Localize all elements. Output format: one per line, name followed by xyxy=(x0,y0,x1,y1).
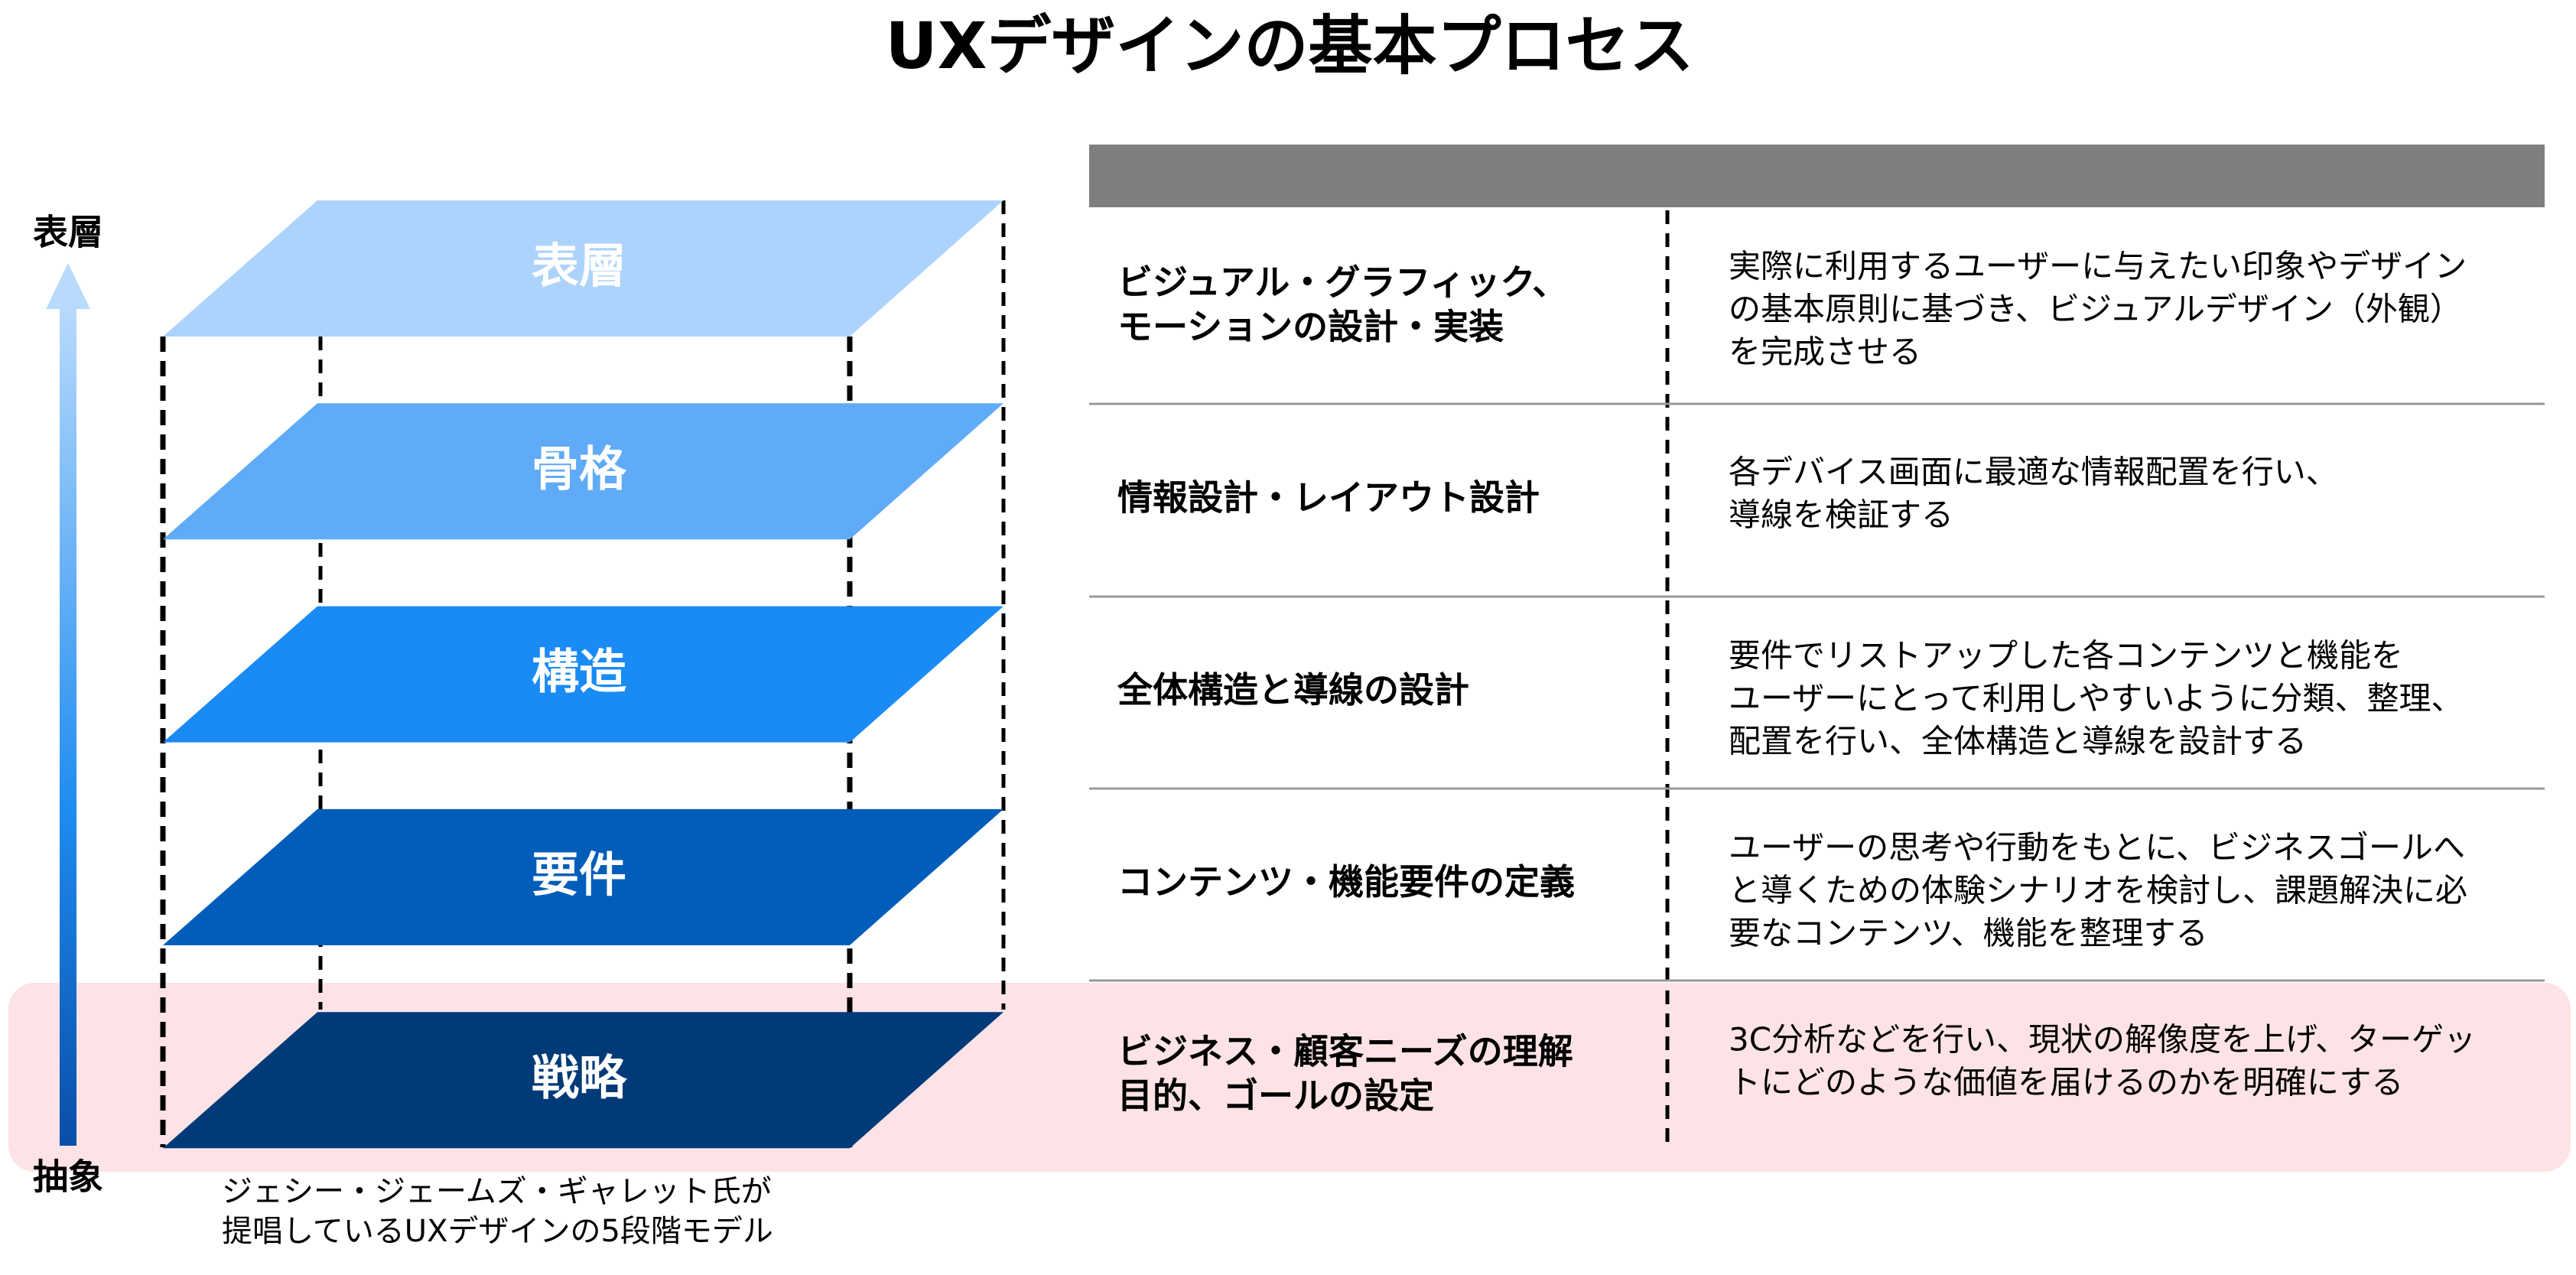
layer-label: 要件 xyxy=(532,847,626,903)
row-description: を完成させる xyxy=(1729,333,1921,371)
row-description: トにどのような価値を届けるのかを明確にする xyxy=(1729,1064,2403,1101)
row-description: の基本原則に基づき、ビジュアルデザイン（外観） xyxy=(1729,291,2462,328)
layer xyxy=(163,403,1003,540)
table: ビジュアル・グラフィック、モーションの設計・実装 実際に利用するユーザーに与えたい… xyxy=(1089,248,2545,1117)
row-description: と導くための体験シナリオを検討し、課題解決に必 xyxy=(1729,872,2467,909)
row-name: 全体構造と導線の設計 xyxy=(1117,669,1469,711)
row-name: ビジュアル・グラフィック、 xyxy=(1117,262,1567,303)
layer-label: 骨格 xyxy=(532,441,627,496)
row-name: ビジネス・顧客ニーズの理解 xyxy=(1117,1031,1573,1072)
row-description: 実際に利用するユーザーに与えたい印象やデザイン xyxy=(1729,248,2467,285)
arrow-shaft xyxy=(60,306,76,1146)
row-description: 要なコンテンツ、機能を整理する xyxy=(1729,915,2208,952)
arrow-head xyxy=(46,263,90,309)
row-name: 情報設計・レイアウト設計 xyxy=(1117,477,1540,519)
row-description: 各デバイス画面に最適な情報配置を行い、 xyxy=(1729,454,2338,491)
row-description: 配置を行い、全体構造と導線を設計する xyxy=(1729,723,2307,760)
caption-line: 提唱しているUXデザインの5段階モデル xyxy=(222,1214,773,1249)
row-description: 導線を検証する xyxy=(1729,496,1953,534)
row-name: 目的、ゴールの設定 xyxy=(1117,1075,1434,1117)
row-description: ユーザーの思考や行動をもとに、ビジネスゴールへ xyxy=(1729,829,2465,867)
caption-line: ジェシー・ジェームズ・ギャレット氏が xyxy=(222,1174,772,1209)
layer xyxy=(163,606,1003,743)
row-name: モーションの設計・実装 xyxy=(1117,306,1504,347)
layer xyxy=(163,1012,1003,1149)
layer xyxy=(163,808,1003,945)
layer xyxy=(163,200,1003,337)
row-name: コンテンツ・機能要件の定義 xyxy=(1117,861,1575,903)
axis-bottom-label: 抽象 xyxy=(33,1156,103,1198)
row-description: ユーザーにとって利用しやすいように分類、整理、 xyxy=(1729,680,2464,717)
row-description: 3C分析などを行い、現状の解像度を上げ、ターゲッ xyxy=(1729,1021,2476,1059)
title: UXデザインの基本プロセス xyxy=(886,8,1694,83)
layer-label: 表層 xyxy=(532,238,626,294)
row-description: 要件でリストアップした各コンテンツと機能を xyxy=(1729,637,2403,675)
layer-label: 構造 xyxy=(532,644,626,700)
axis-top-label: 表層 xyxy=(33,212,103,253)
layer-label: 戦略 xyxy=(532,1049,627,1105)
table-header xyxy=(1089,145,2545,207)
